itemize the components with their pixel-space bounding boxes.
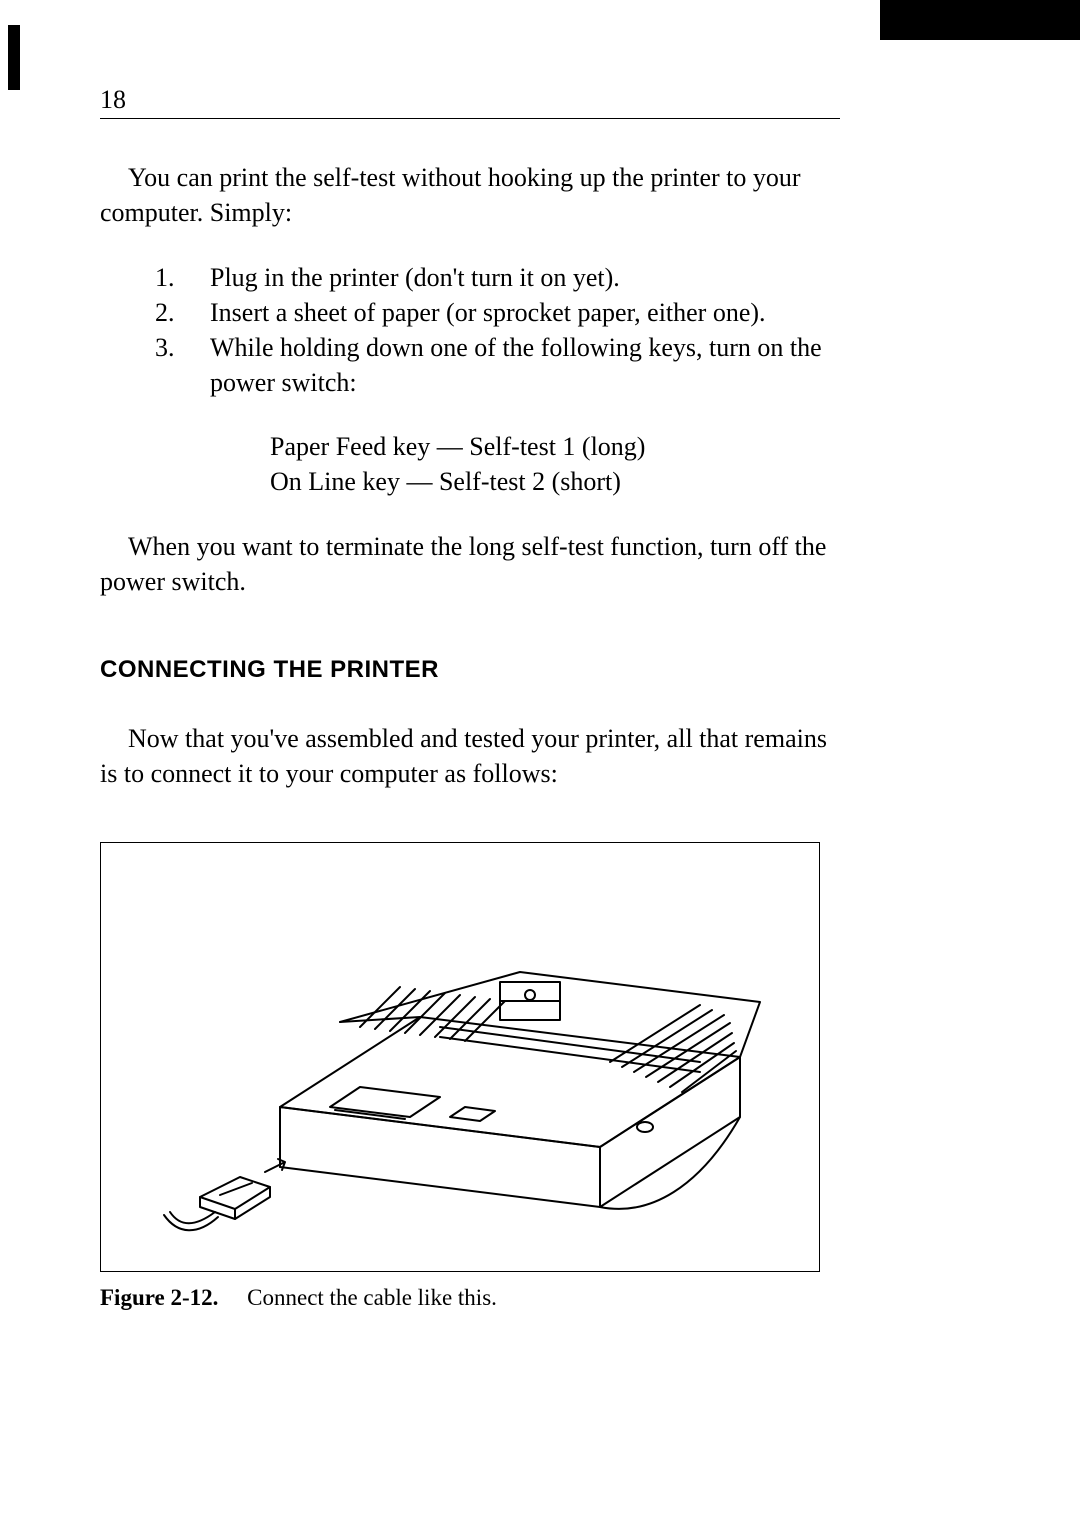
step-item: 3. While holding down one of the followi… <box>100 330 840 400</box>
step-text: While holding down one of the following … <box>210 330 840 400</box>
printer-illustration <box>140 867 780 1247</box>
key-line: On Line key — Self-test 2 (short) <box>270 464 840 499</box>
step-item: 1. Plug in the printer (don't turn it on… <box>100 260 840 295</box>
step-number: 3. <box>155 330 210 400</box>
key-line: Paper Feed key — Self-test 1 (long) <box>270 429 840 464</box>
page-content: You can print the self-test without hook… <box>100 160 840 1313</box>
steps-list: 1. Plug in the printer (don't turn it on… <box>100 260 840 499</box>
cable-connector-icon <box>164 1159 285 1230</box>
connecting-paragraph: Now that you've assembled and tested you… <box>100 721 840 791</box>
scan-artifact-top-right <box>880 0 1080 40</box>
figure-caption: Figure 2-12. Connect the cable like this… <box>100 1282 840 1313</box>
figure-label: Figure 2-12. <box>100 1285 218 1310</box>
scan-artifact-left-tab <box>8 25 20 90</box>
section-heading: CONNECTING THE PRINTER <box>100 654 840 686</box>
step-number: 1. <box>155 260 210 295</box>
key-combinations: Paper Feed key — Self-test 1 (long) On L… <box>100 429 840 499</box>
step-item: 2. Insert a sheet of paper (or sprocket … <box>100 295 840 330</box>
figure-box <box>100 842 820 1272</box>
step-text: Plug in the printer (don't turn it on ye… <box>210 260 840 295</box>
page-number: 18 <box>100 85 126 115</box>
intro-paragraph: You can print the self-test without hook… <box>100 160 840 230</box>
terminate-paragraph: When you want to terminate the long self… <box>100 529 840 599</box>
header-rule <box>100 118 840 119</box>
step-text: Insert a sheet of paper (or sprocket pap… <box>210 295 840 330</box>
step-number: 2. <box>155 295 210 330</box>
figure-caption-text: Connect the cable like this. <box>247 1285 497 1310</box>
